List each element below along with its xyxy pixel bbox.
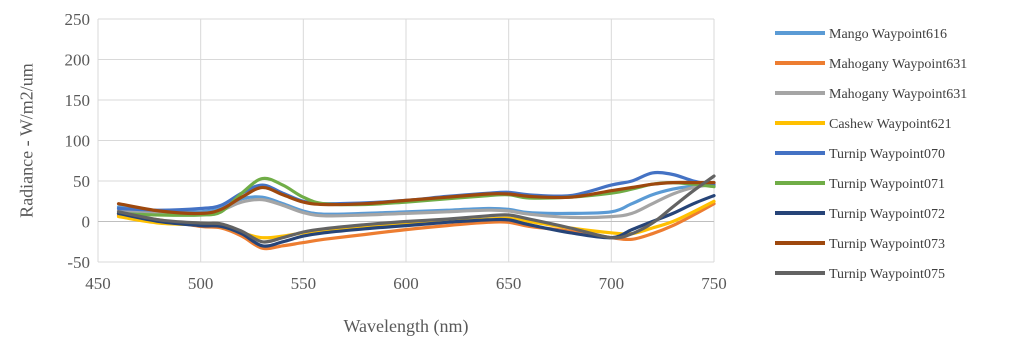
legend-label: Turnip Waypoint072: [829, 207, 945, 222]
legend: Mango Waypoint616 Mahogany Waypoint631 Mah…: [775, 27, 967, 282]
legend-label: Mango Waypoint616: [829, 27, 947, 42]
y-tick-label: 200: [65, 51, 91, 70]
y-tick-label: 250: [65, 10, 91, 29]
legend-item-2: Mahogany Waypoint631: [775, 57, 967, 72]
x-tick-label: 700: [599, 274, 625, 293]
legend-item-3: Mahogany Waypoint631: [775, 87, 967, 102]
legend-item-9: Turnip Waypoint075: [775, 267, 945, 282]
legend-label: Mahogany Waypoint631: [829, 57, 967, 72]
y-tick-label: 0: [82, 213, 91, 232]
x-tick-label: 750: [701, 274, 727, 293]
y-tick-label: 150: [65, 91, 91, 110]
legend-label: Mahogany Waypoint631: [829, 87, 967, 102]
series-line-9: [116, 174, 716, 244]
x-tick-label: 550: [291, 274, 317, 293]
series-line-8: [116, 180, 716, 216]
y-tick-label: 100: [65, 132, 91, 151]
series-lines: [116, 170, 716, 251]
y-tick-label: 50: [73, 172, 90, 191]
legend-label: Turnip Waypoint073: [829, 237, 945, 252]
x-axis-title: Wavelength (nm): [343, 316, 468, 337]
legend-item-6: Turnip Waypoint071: [775, 177, 945, 192]
x-tick-label: 650: [496, 274, 522, 293]
series-line-2: [116, 202, 716, 251]
x-tick-label: 450: [85, 274, 111, 293]
legend-item-1: Mango Waypoint616: [775, 27, 947, 42]
legend-item-8: Turnip Waypoint073: [775, 237, 945, 252]
legend-label: Turnip Waypoint071: [829, 177, 945, 192]
axes: -50 0 50 100 150 200 250 450 500 550 600 650 700 750: [65, 10, 727, 293]
legend-label: Cashew Waypoint621: [829, 117, 952, 132]
y-tick-label: -50: [67, 253, 90, 272]
legend-label: Turnip Waypoint075: [829, 267, 945, 282]
legend-item-4: Cashew Waypoint621: [775, 117, 952, 132]
x-tick-label: 600: [393, 274, 419, 293]
y-axis-title: Radiance - W/m2/um: [16, 63, 36, 218]
legend-item-7: Turnip Waypoint072: [775, 207, 945, 222]
series-line-3: [116, 182, 716, 220]
legend-item-5: Turnip Waypoint070: [775, 147, 945, 162]
series-line-7: [116, 194, 716, 248]
x-tick-label: 500: [188, 274, 214, 293]
legend-label: Turnip Waypoint070: [829, 147, 945, 162]
